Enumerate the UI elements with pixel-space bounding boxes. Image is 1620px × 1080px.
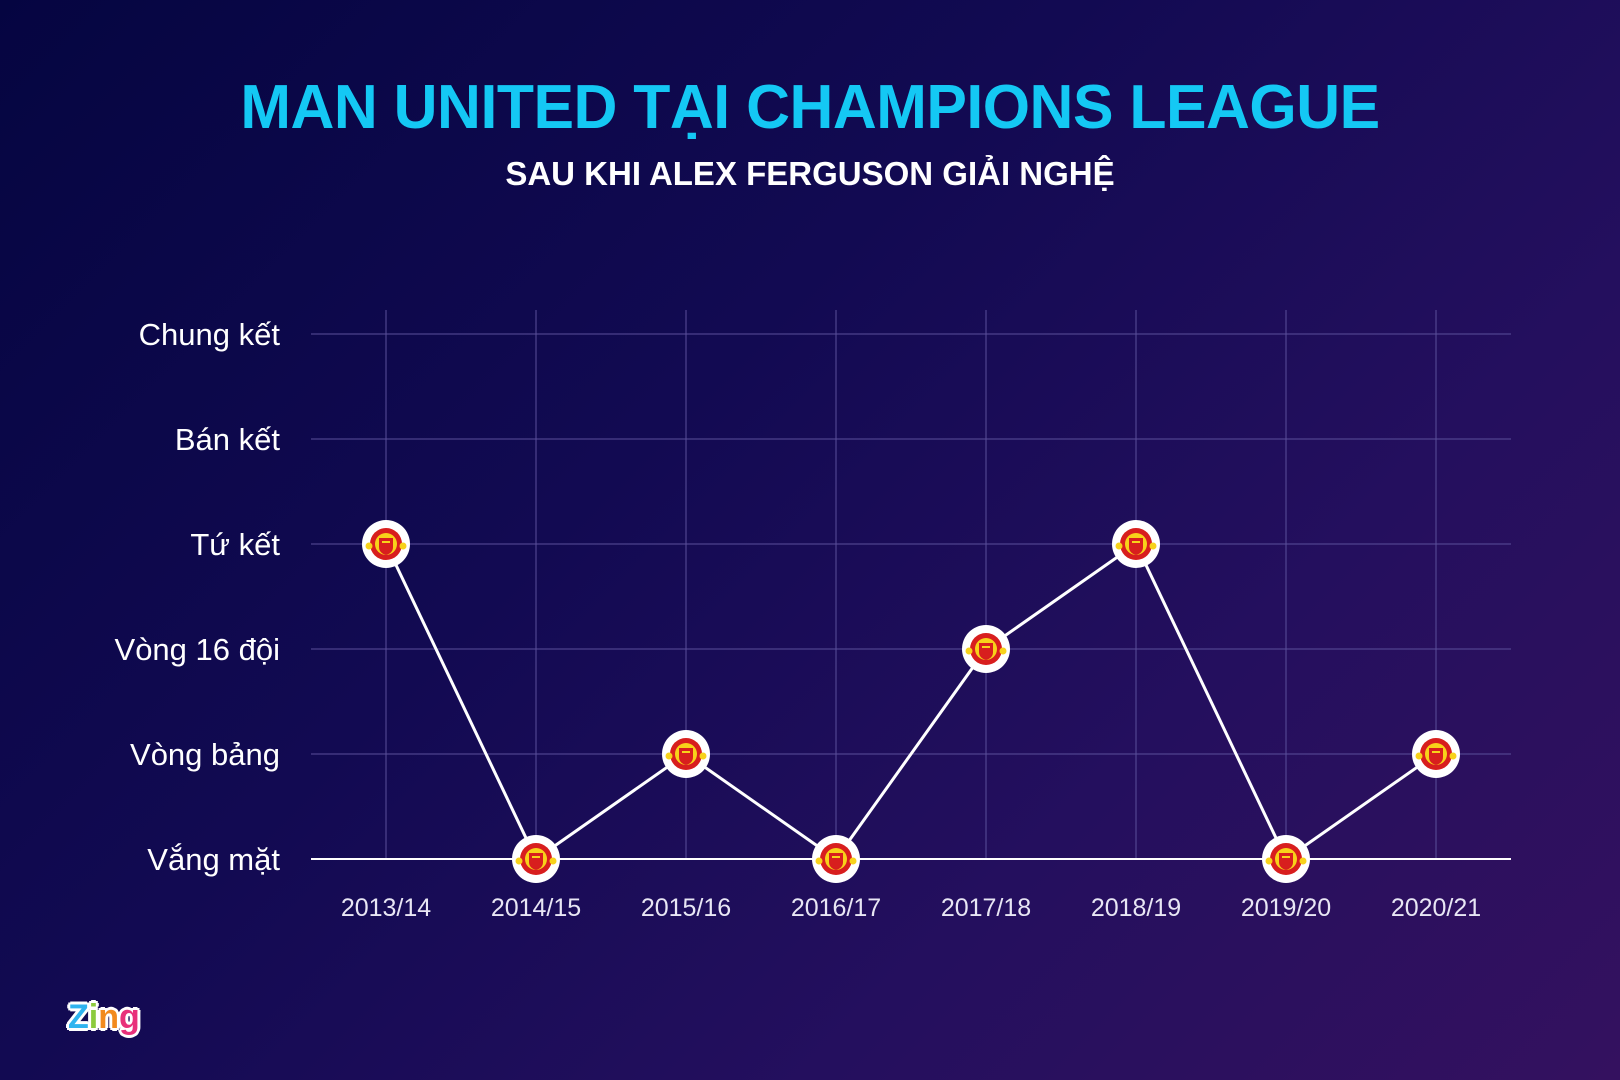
x-axis-label: 2015/16 bbox=[641, 894, 731, 922]
zing-logo: Zing bbox=[68, 998, 140, 1037]
y-axis-label: Vòng 16 đội bbox=[115, 632, 280, 667]
x-axis-label: 2014/15 bbox=[491, 894, 581, 922]
y-axis-label: Tứ kết bbox=[190, 527, 280, 562]
y-axis-label: Vòng bảng bbox=[130, 737, 280, 772]
y-axis-label: Chung kết bbox=[139, 317, 281, 352]
data-markers bbox=[362, 520, 1460, 883]
logo-letter: Z bbox=[68, 998, 89, 1036]
manchester-united-crest-icon bbox=[362, 520, 410, 568]
chart-subtitle: SAU KHI ALEX FERGUSON GIẢI NGHỆ bbox=[505, 155, 1115, 192]
x-axis-label: 2017/18 bbox=[941, 894, 1031, 922]
manchester-united-crest-icon bbox=[1112, 520, 1160, 568]
x-axis-label: 2019/20 bbox=[1241, 894, 1331, 922]
series-line bbox=[384, 541, 1437, 862]
manchester-united-crest-icon bbox=[1412, 730, 1460, 778]
manchester-united-crest-icon bbox=[962, 625, 1010, 673]
logo-letter: i bbox=[88, 998, 99, 1036]
logo-letter: n bbox=[98, 998, 120, 1036]
manchester-united-crest-icon bbox=[512, 835, 560, 883]
manchester-united-crest-icon bbox=[1262, 835, 1310, 883]
y-axis-label: Vắng mặt bbox=[147, 842, 280, 877]
x-axis-label: 2020/21 bbox=[1391, 894, 1481, 922]
y-axis-label: Bán kết bbox=[175, 422, 281, 457]
x-axis-label: 2016/17 bbox=[791, 894, 881, 922]
logo-letter: g bbox=[119, 998, 140, 1036]
y-axis-labels: Vắng mặt Vòng bảng Vòng 16 đội Tứ kết Bán kế… bbox=[115, 317, 281, 877]
chart-title: MAN UNITED TẠI CHAMPIONS LEAGUE bbox=[240, 73, 1380, 142]
x-axis-label: 2013/14 bbox=[341, 894, 431, 922]
x-axis-labels: 2013/14 2014/15 2015/16 2016/17 2017/18 2018/… bbox=[341, 894, 1481, 922]
manchester-united-crest-icon bbox=[812, 835, 860, 883]
x-axis-label: 2018/19 bbox=[1091, 894, 1181, 922]
grid-lines bbox=[311, 310, 1511, 860]
manchester-united-crest-icon bbox=[662, 730, 710, 778]
